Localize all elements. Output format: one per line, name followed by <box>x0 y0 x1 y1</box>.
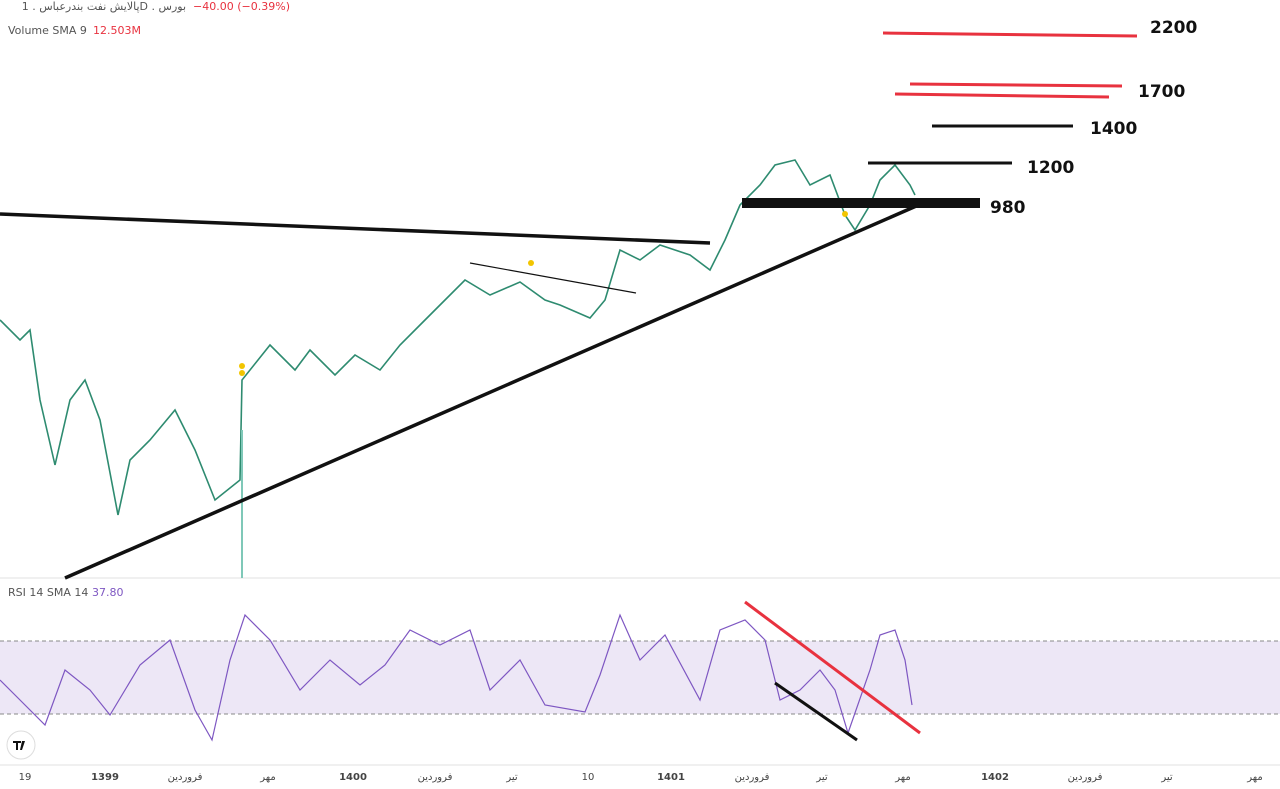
price-line <box>0 159 916 516</box>
rsi-label: RSI 14 SMA 14 <box>8 586 88 599</box>
level-label: 1700 <box>1138 82 1185 102</box>
x-axis-label: تیر <box>815 772 828 783</box>
level-label: 980 <box>990 198 1026 218</box>
x-axis-label: 1400 <box>339 772 367 783</box>
x-axis-label: 19 <box>19 772 32 783</box>
x-axis-label: فروردین <box>1068 772 1103 783</box>
x-axis-label: تیر <box>1160 772 1173 783</box>
trend-line <box>0 212 711 245</box>
rsi-trend <box>744 600 921 735</box>
level-line <box>909 82 1123 88</box>
volume-label: Volume SMA 9 <box>8 24 87 37</box>
x-axis-label: تیر <box>505 772 518 783</box>
x-axis-label: 1399 <box>91 772 119 783</box>
x-axis-label: فروردین <box>735 772 770 783</box>
trend-line <box>469 262 637 294</box>
level-line <box>882 31 1138 38</box>
rsi-value: 37.80 <box>92 586 124 599</box>
volume-value: 12.503M <box>93 24 141 37</box>
x-axis-label: 1402 <box>981 772 1009 783</box>
x-axis-label: مهر <box>259 772 275 783</box>
level-label: 1400 <box>1090 119 1137 139</box>
symbol-title: پالایش نفت بندرعباس . 1D . بورس <box>22 0 186 13</box>
logo-mark <box>13 741 25 750</box>
level-label: 2200 <box>1150 18 1197 38</box>
logo[interactable] <box>6 730 36 760</box>
trend-line <box>64 198 931 580</box>
symbol-change: −40.00 (−0.39%) <box>193 0 290 13</box>
level-line <box>894 92 1110 99</box>
marker <box>528 260 534 266</box>
x-axis-label: مهر <box>894 772 910 783</box>
x-axis-label: 10 <box>582 772 595 783</box>
x-axis-label: مهر <box>1246 772 1262 783</box>
x-axis-label: فروردین <box>168 772 203 783</box>
rsi-line <box>0 613 913 742</box>
x-axis-label: فروردین <box>418 772 453 783</box>
marker <box>239 363 245 369</box>
marker <box>842 211 848 217</box>
rsi-trend <box>774 681 858 742</box>
x-axis-label: 1401 <box>657 772 685 783</box>
marker <box>239 370 245 376</box>
rsi-band <box>0 641 1280 714</box>
level-label: 1200 <box>1027 158 1074 178</box>
